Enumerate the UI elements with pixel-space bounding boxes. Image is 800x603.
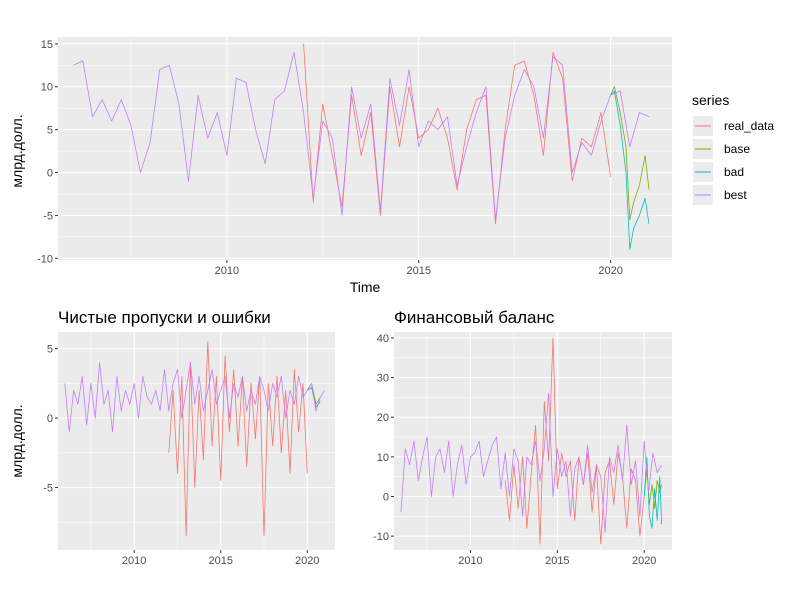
y-tick-label: -10 — [373, 531, 389, 543]
panel-title-net-errors: Чистые пропуски и ошибки — [58, 308, 271, 327]
top-panel: 2010 2015 2020 -10 -5 0 5 10 15 — [37, 37, 672, 277]
y-tick-label: 20 — [377, 412, 389, 424]
y-tick-label: 30 — [377, 373, 389, 385]
financial-balance-panel: 2010 2015 2020 -10 0 10 20 30 40 — [373, 332, 672, 567]
y-tick-label: -5 — [43, 483, 53, 495]
y-tick-label: 15 — [41, 39, 53, 51]
x-tick-label: 2020 — [632, 555, 656, 567]
series-line-bad — [610, 90, 650, 251]
x-tick-label: 2015 — [208, 555, 232, 567]
x-tick-label: 2020 — [598, 265, 622, 277]
series-line-real-data — [168, 341, 308, 537]
y-tick-label: 0 — [383, 491, 389, 503]
legend: series real_data base bad best — [692, 92, 774, 205]
panel-title-financial-balance: Финансовый баланс — [394, 308, 555, 327]
legend-item-bad: bad — [693, 162, 744, 182]
legend-item-best: best — [693, 185, 747, 205]
y-tick-label: -5 — [43, 210, 53, 222]
series-line-base — [610, 86, 650, 221]
legend-label-real-data: real_data — [724, 119, 774, 133]
x-tick-label: 2015 — [545, 555, 569, 567]
x-axis-title: Time — [350, 279, 381, 295]
legend-item-real-data: real_data — [693, 116, 774, 136]
legend-title: series — [692, 92, 729, 108]
y-tick-label: 40 — [377, 333, 389, 345]
series-line-bad — [643, 456, 662, 529]
x-tick-label: 2015 — [406, 265, 430, 277]
y-tick-label: -10 — [37, 253, 53, 265]
x-tick-label: 2010 — [215, 265, 239, 277]
y-axis-title-net-errors: млрд.долл. — [9, 404, 25, 477]
plot-background — [394, 332, 672, 550]
series-line-best — [73, 52, 650, 221]
y-tick-label: 5 — [47, 125, 53, 137]
x-tick-label: 2010 — [122, 555, 146, 567]
x-tick-label: 2010 — [458, 555, 482, 567]
y-axis-title-top: млрд.долл. — [9, 114, 25, 187]
legend-label-bad: bad — [724, 165, 744, 179]
series-line-real-data — [303, 43, 611, 225]
legend-label-base: base — [724, 142, 750, 156]
y-tick-label: 10 — [377, 452, 389, 464]
y-tick-label: 0 — [47, 168, 53, 180]
series-line-best — [400, 392, 662, 533]
x-tick-label: 2020 — [295, 555, 319, 567]
y-tick-label: 0 — [47, 413, 53, 425]
y-tick-label: 10 — [41, 82, 53, 94]
legend-item-base: base — [693, 139, 750, 159]
series-line-best — [64, 362, 325, 433]
y-tick-label: 5 — [47, 344, 53, 356]
net-errors-panel: 2010 2015 2020 -5 0 5 — [43, 332, 335, 567]
legend-label-best: best — [724, 188, 747, 202]
